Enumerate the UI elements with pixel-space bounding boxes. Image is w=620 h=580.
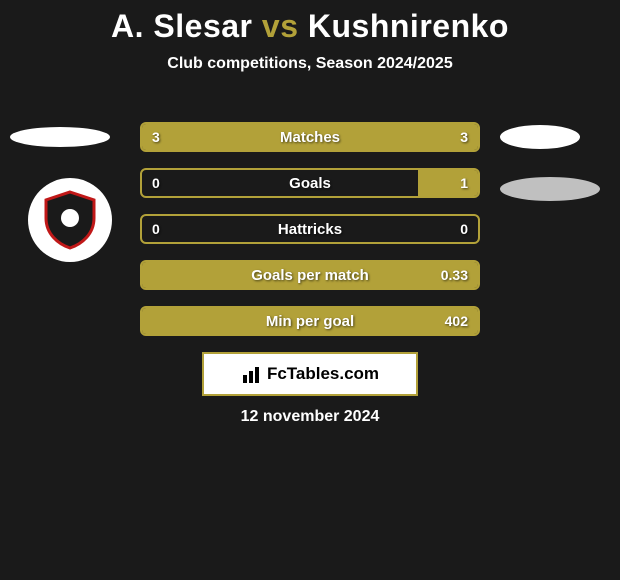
brand-box: FcTables.com	[202, 352, 418, 396]
subtitle: Club competitions, Season 2024/2025	[0, 55, 620, 73]
stat-row: Goals per match0.33	[140, 260, 480, 290]
stat-label: Goals	[142, 175, 478, 192]
stat-value-right: 1	[460, 175, 468, 191]
decor-ellipse-left	[10, 127, 110, 147]
stat-row: 0Hattricks0	[140, 214, 480, 244]
stat-value-right: 402	[445, 313, 468, 329]
player2-name: Kushnirenko	[308, 8, 509, 44]
decor-ellipse-right-1	[500, 125, 580, 149]
decor-ellipse-right-2	[500, 177, 600, 201]
page-title: A. Slesar vs Kushnirenko	[0, 0, 620, 45]
stat-label: Hattricks	[142, 221, 478, 238]
shield-icon	[38, 188, 102, 252]
stat-label: Min per goal	[142, 313, 478, 330]
bar-chart-icon	[241, 363, 263, 385]
brand-text: FcTables.com	[267, 364, 379, 384]
stat-label: Goals per match	[142, 267, 478, 284]
stat-value-right: 0.33	[441, 267, 468, 283]
stat-row: Min per goal402	[140, 306, 480, 336]
player1-name: A. Slesar	[111, 8, 252, 44]
stats-panel: 3Matches30Goals10Hattricks0Goals per mat…	[140, 122, 480, 352]
stat-value-right: 3	[460, 129, 468, 145]
stat-value-right: 0	[460, 221, 468, 237]
stat-row: 0Goals1	[140, 168, 480, 198]
vs-text: vs	[262, 8, 299, 44]
stat-label: Matches	[142, 129, 478, 146]
club-badge	[28, 178, 112, 262]
stat-row: 3Matches3	[140, 122, 480, 152]
date-text: 12 november 2024	[0, 408, 620, 426]
